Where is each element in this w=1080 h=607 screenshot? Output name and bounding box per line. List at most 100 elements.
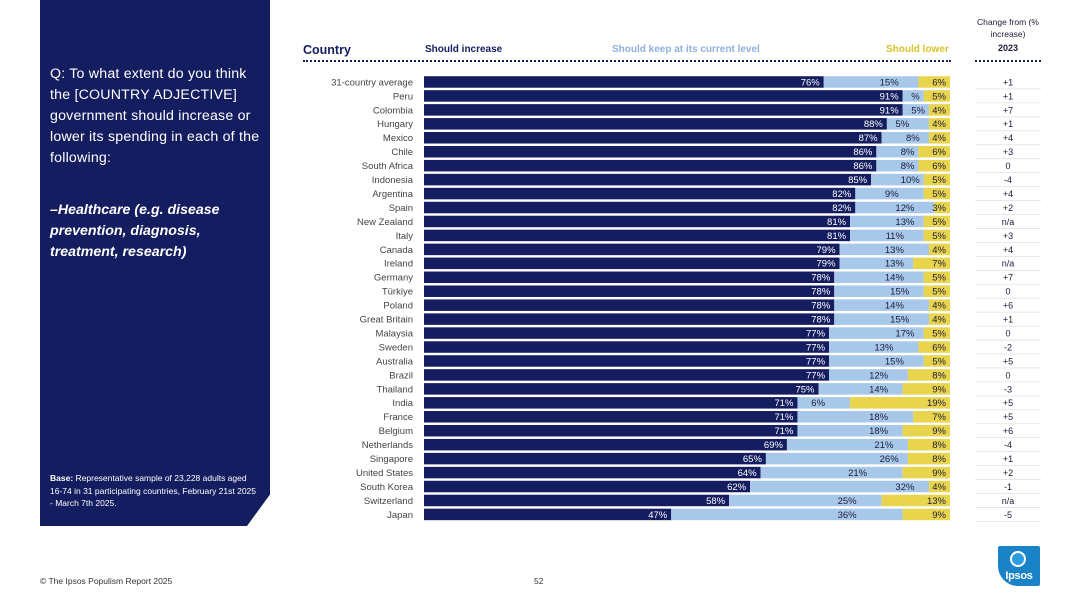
label-keep: 21% [874,440,894,451]
country-label: Singapore [370,454,413,465]
bar-lower [928,104,950,116]
bar-keep [902,90,924,102]
bar-keep [839,257,914,270]
label-increase: 88% [864,119,884,130]
bar-lower [913,257,950,270]
label-lower: 8% [932,370,946,381]
change-value: 0 [1005,370,1010,380]
country-label: Peru [393,91,413,102]
bar-keep [834,313,929,325]
label-keep: 14% [885,273,905,284]
label-lower: 9% [932,468,946,479]
label-increase: 77% [806,370,826,381]
label-increase: 62% [727,482,747,493]
bar-increase [424,369,830,381]
label-keep: 15% [890,315,910,326]
bar-keep [750,480,929,493]
country-label: Thailand [377,384,413,395]
bar-increase [424,145,877,158]
country-label: France [383,412,413,423]
label-keep: 11% [886,231,905,242]
country-label: Great Britain [360,315,413,326]
change-value: +7 [1003,273,1013,283]
bar-keep [829,355,924,367]
country-label: India [392,398,413,409]
label-lower: 9% [932,426,946,437]
change-value: +3 [1003,231,1013,241]
label-increase: 86% [853,161,873,172]
change-value: -1 [1004,482,1012,492]
bar-lower [928,132,950,144]
bar-keep [760,466,903,479]
label-lower: 4% [932,301,946,312]
label-keep: 15% [880,77,900,88]
bar-lower [902,508,950,521]
label-lower: 6% [932,161,946,172]
bar-keep [797,424,903,437]
change-value: +4 [1003,245,1013,255]
change-value: +2 [1003,468,1013,478]
label-increase: 65% [743,454,763,465]
ipsos-logo-mark [1010,551,1026,567]
country-label: Türkiye [382,287,413,298]
bar-lower [923,355,950,367]
bar-lower [918,159,950,172]
label-lower: 5% [932,231,946,242]
label-keep: 18% [869,426,889,437]
bar-increase [424,299,835,311]
bar-keep [834,271,924,284]
bar-keep [855,201,935,214]
bar-increase [424,508,672,521]
country-label: Malaysia [376,328,414,339]
label-increase: 76% [801,77,821,88]
label-lower: 6% [932,77,946,88]
label-keep: 8% [901,161,915,172]
label-lower: 8% [932,440,946,451]
label-increase: 78% [811,301,831,312]
label-keep: 18% [869,412,889,423]
bar-lower [902,466,950,479]
label-keep: 21% [848,468,868,479]
label-lower: 6% [932,342,946,353]
label-lower: 5% [932,356,946,367]
bar-keep [855,187,924,200]
change-value: n/a [1002,496,1015,506]
bar-lower [918,76,950,88]
bar-keep [839,243,929,256]
country-label: Argentina [372,189,413,200]
bar-lower [923,229,950,242]
change-value: n/a [1002,259,1015,269]
label-increase: 91% [880,91,900,102]
label-keep: 13% [895,217,915,228]
label-increase: 79% [817,259,837,270]
label-lower: 9% [932,384,946,395]
country-label: Canada [380,245,414,256]
bar-lower [907,452,950,465]
change-value: +4 [1003,133,1013,143]
change-value: 0 [1005,328,1010,338]
bar-increase [424,438,787,451]
change-value: +1 [1003,454,1013,464]
label-lower: 5% [932,189,946,200]
bar-keep [876,145,919,158]
label-lower: 6% [932,147,946,158]
bar-increase [424,397,798,409]
label-increase: 77% [806,328,826,339]
bar-lower [907,438,950,451]
change-value: +6 [1003,426,1013,436]
label-keep: 13% [885,245,905,256]
country-label: Ireland [384,259,413,270]
label-increase: 78% [811,315,831,326]
bar-increase [424,494,730,507]
base-label: Base: [50,473,74,483]
label-increase: 77% [806,356,826,367]
label-increase: 86% [853,147,873,158]
label-keep: 17% [895,328,915,339]
bar-increase [424,327,830,339]
country-label: Mexico [383,133,413,144]
change-value: +6 [1003,301,1013,311]
base-text: Representative sample of 23,228 adults a… [50,473,257,508]
label-keep: 25% [838,496,858,507]
change-value: -3 [1004,384,1012,394]
